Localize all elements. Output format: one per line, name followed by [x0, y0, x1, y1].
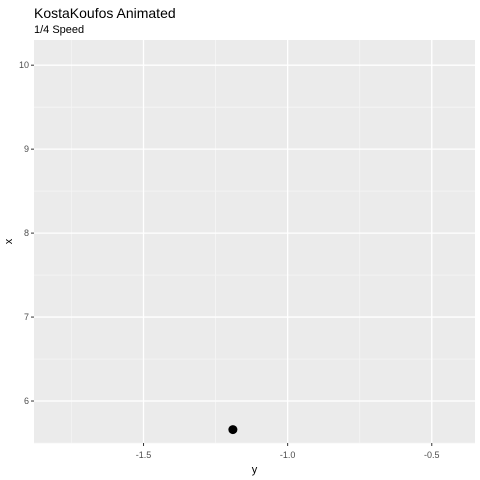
- y-tick-label: 6: [24, 396, 29, 406]
- y-tick-label: 9: [24, 144, 29, 154]
- chart-subtitle: 1/4 Speed: [34, 24, 85, 36]
- minor-gridlines: [34, 40, 475, 444]
- x-tick-label: -1.0: [280, 450, 296, 460]
- chart-title: KostaKoufos Animated: [34, 5, 176, 21]
- data-point: [228, 425, 238, 435]
- x-tick-label: -1.5: [136, 450, 152, 460]
- data-points: [228, 425, 238, 435]
- y-tick-label: 7: [24, 312, 29, 322]
- y-axis-title: x: [3, 238, 15, 244]
- y-tick-label: 10: [19, 60, 29, 70]
- major-gridlines: [34, 40, 475, 443]
- x-tick-label: -0.5: [424, 450, 440, 460]
- x-axis-title: y: [252, 464, 258, 476]
- plot-panel: [34, 40, 475, 443]
- y-tick-label: 8: [24, 228, 29, 238]
- axis-ticks: -1.5 -1.0 -0.5 6 7 8 9 10: [19, 60, 440, 460]
